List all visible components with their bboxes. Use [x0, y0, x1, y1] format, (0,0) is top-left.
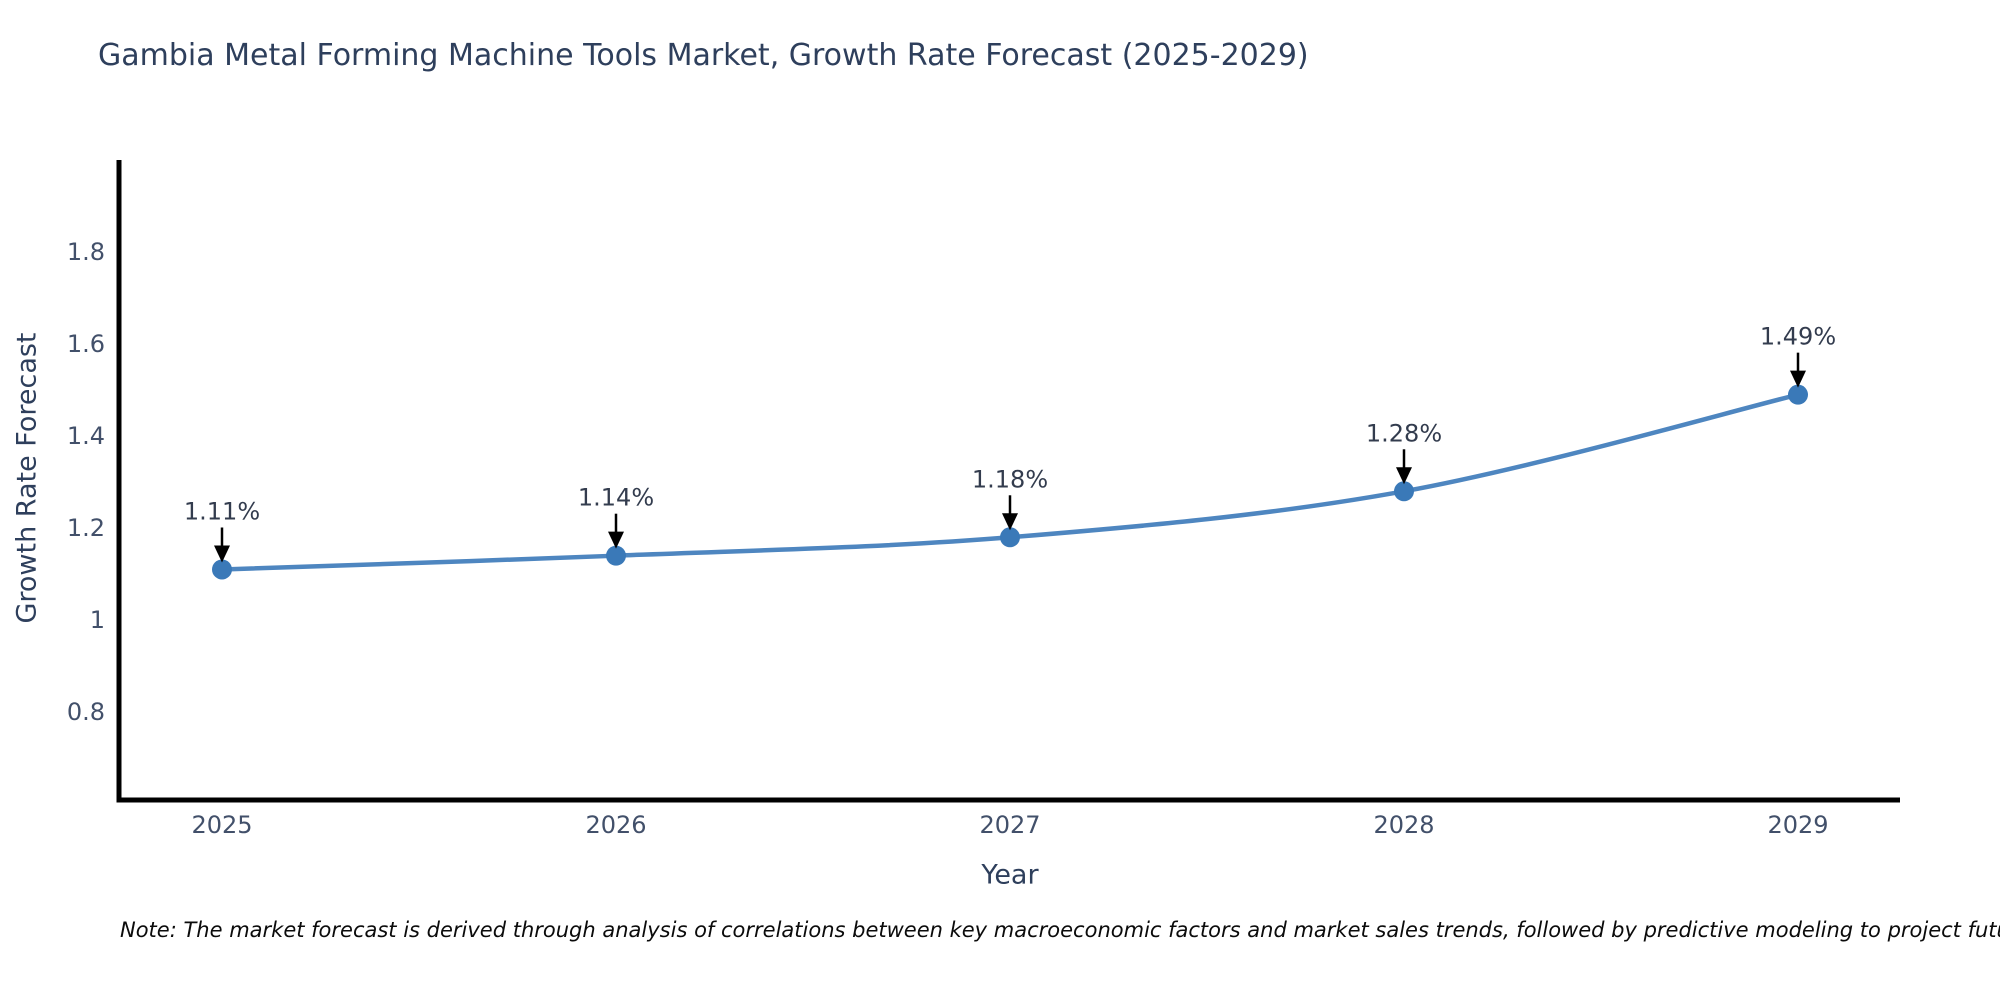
x-tick-label: 2029	[1767, 811, 1828, 839]
y-tick-label: 1.2	[67, 514, 105, 542]
data-point-marker	[1000, 527, 1020, 548]
point-value-label: 1.14%	[578, 484, 654, 512]
point-value-label: 1.49%	[1760, 323, 1836, 351]
point-value-label: 1.11%	[184, 497, 260, 525]
y-tick-label: 1.6	[67, 330, 105, 358]
annotation-arrow-head	[214, 545, 230, 563]
annotation-arrow-head	[1396, 467, 1412, 485]
point-value-label: 1.28%	[1366, 419, 1442, 447]
data-point-marker	[1788, 384, 1808, 405]
chart-title: Gambia Metal Forming Machine Tools Marke…	[98, 38, 1309, 73]
data-point-marker	[1394, 481, 1414, 502]
x-tick-label: 2028	[1373, 811, 1434, 839]
x-tick-label: 2025	[191, 811, 252, 839]
data-point-marker	[606, 545, 626, 566]
y-tick-label: 1	[90, 606, 105, 634]
y-tick-label: 1.4	[67, 422, 105, 450]
data-point-marker	[212, 559, 232, 580]
x-tick-label: 2027	[979, 811, 1040, 839]
x-tick-label: 2026	[585, 811, 646, 839]
y-tick-label: 0.8	[67, 698, 105, 726]
y-tick-label: 1.8	[67, 238, 105, 266]
footnote-text: Note: The market forecast is derived thr…	[120, 918, 2000, 942]
annotation-arrow-head	[608, 531, 624, 549]
annotation-arrow-head	[1002, 513, 1018, 531]
x-axis-title: Year	[981, 859, 1039, 891]
annotation-arrow-head	[1790, 370, 1806, 388]
point-value-label: 1.18%	[972, 465, 1048, 493]
